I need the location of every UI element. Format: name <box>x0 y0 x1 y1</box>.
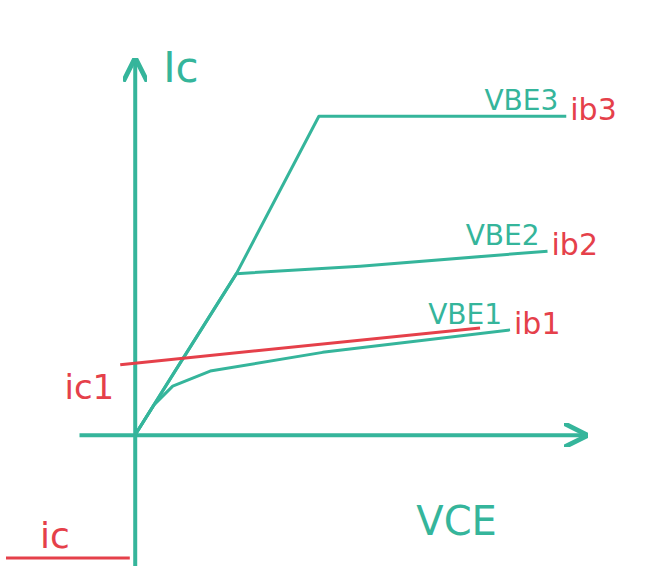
series-label: ib3 <box>570 92 616 127</box>
series-label: ib2 <box>552 227 598 262</box>
y-axis-title: Ic <box>163 43 198 92</box>
annotation: ic <box>40 515 70 556</box>
chart: VBE1 ib1 VBE2 ib2 VBE3 ib3 ic1 Ic VCE ic <box>0 0 662 571</box>
x-axis <box>80 435 586 436</box>
series-name: VBE2 <box>466 219 540 252</box>
series-line <box>120 328 480 365</box>
series-line <box>135 116 566 435</box>
annotation-underline <box>6 557 130 560</box>
y-axis-line <box>133 60 137 566</box>
labels: VBE1 ib1 VBE2 ib2 VBE3 ib3 ic1 Ic VCE ic <box>6 43 617 558</box>
series-name: VBE3 <box>484 84 558 117</box>
x-axis-title: VCE <box>416 498 497 544</box>
series-name: ic1 <box>64 367 114 407</box>
series-label: ib1 <box>514 306 560 341</box>
lines <box>120 116 566 435</box>
x-axis-line <box>80 433 586 437</box>
y-axis <box>135 60 136 566</box>
series-name: VBE1 <box>428 298 502 331</box>
